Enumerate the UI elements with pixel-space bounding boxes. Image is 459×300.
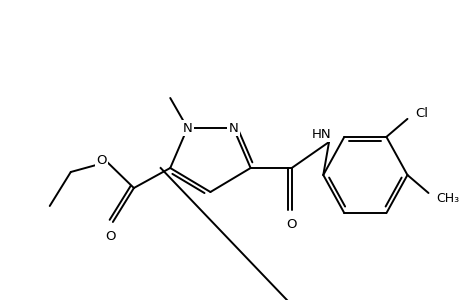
Text: O: O (106, 230, 116, 242)
Text: N: N (228, 122, 238, 134)
Text: O: O (96, 154, 106, 166)
Text: HN: HN (311, 128, 330, 140)
Text: Cl: Cl (414, 107, 427, 120)
Text: O: O (286, 218, 297, 230)
Text: N: N (182, 122, 192, 134)
Text: CH₃: CH₃ (435, 191, 458, 205)
